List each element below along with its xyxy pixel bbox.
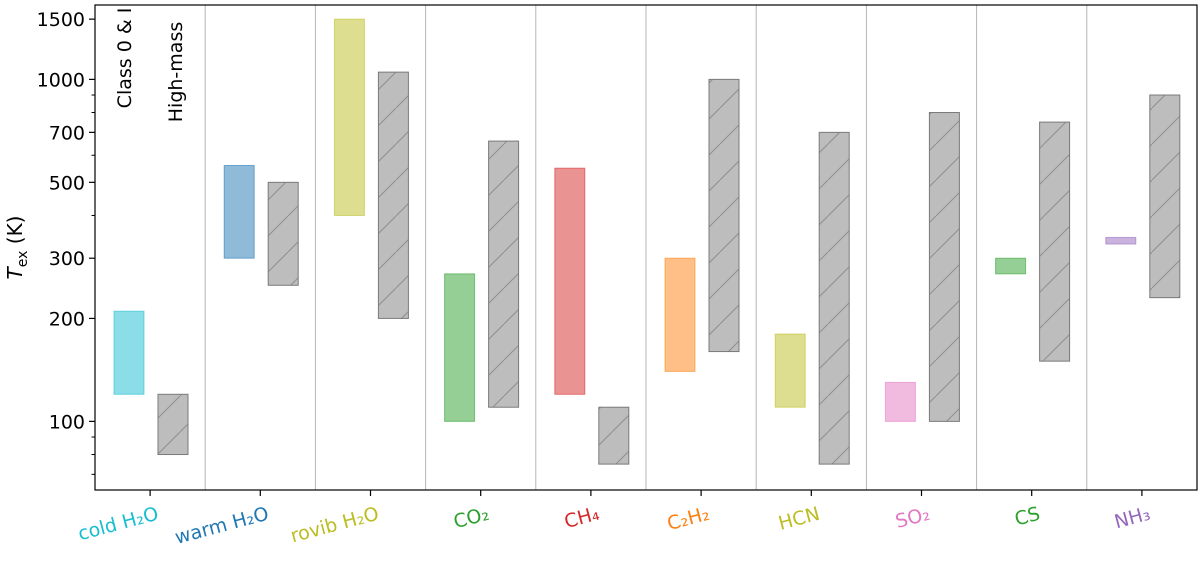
x-category-label: HCN	[776, 503, 822, 535]
highmass-bar-5	[708, 78, 740, 353]
highmass-bar-2	[377, 71, 409, 319]
y-tick-label: 1500	[37, 9, 85, 31]
highmass-bar-3	[488, 140, 520, 408]
class0-bar-7	[884, 381, 916, 422]
x-axis: cold H₂O warm H₂O rovib H₂O CO₂ CH₄ C₂H₂ HCN SO…	[76, 490, 1153, 549]
y-axis: 100 200 300 500 700 1000 1500	[37, 9, 95, 475]
highmass-bar-0	[157, 393, 189, 456]
bars	[113, 18, 1181, 465]
y-tick-label: 500	[49, 172, 85, 194]
x-category-label: SO₂	[893, 503, 932, 533]
class0-bar-0	[113, 310, 145, 395]
x-category-label: NH₃	[1112, 503, 1153, 534]
class0-bar-4	[554, 167, 586, 395]
y-tick-label: 700	[49, 122, 85, 144]
legend-class0-label: Class 0 & I	[114, 8, 136, 109]
x-category-label: CH₄	[562, 503, 602, 533]
y-tick-label: 300	[49, 248, 85, 270]
x-category-label: CO₂	[451, 503, 491, 534]
highmass-bar-7	[928, 112, 960, 422]
highmass-bar-4	[598, 406, 630, 465]
y-axis-label: Tex (K)	[3, 216, 31, 280]
x-category-label: cold H₂O	[76, 503, 161, 546]
class0-bar-9	[1105, 236, 1137, 245]
category-separators	[204, 5, 1088, 490]
y-tick-label: 100	[49, 411, 85, 433]
x-category-label: warm H₂O	[173, 503, 271, 549]
y-tick-label: 1000	[37, 69, 85, 91]
x-category-label: C₂H₂	[665, 503, 712, 535]
x-category-label: rovib H₂O	[288, 503, 381, 548]
highmass-bar-1	[267, 181, 299, 286]
highmass-bar-6	[818, 131, 850, 465]
legend: Class 0 & I High-mass	[114, 8, 187, 123]
class0-bar-8	[995, 257, 1027, 275]
class0-bar-3	[444, 273, 476, 422]
legend-highmass-label: High-mass	[165, 22, 187, 122]
plot-frame	[94, 4, 1198, 491]
x-category-label: CS	[1012, 503, 1042, 531]
class0-bar-1	[223, 164, 255, 259]
class0-bar-6	[774, 333, 806, 408]
class0-bar-5	[664, 257, 696, 372]
highmass-bar-9	[1149, 94, 1181, 299]
highmass-bar-8	[1039, 121, 1071, 362]
class0-bar-2	[333, 18, 365, 216]
y-tick-label: 200	[49, 308, 85, 330]
